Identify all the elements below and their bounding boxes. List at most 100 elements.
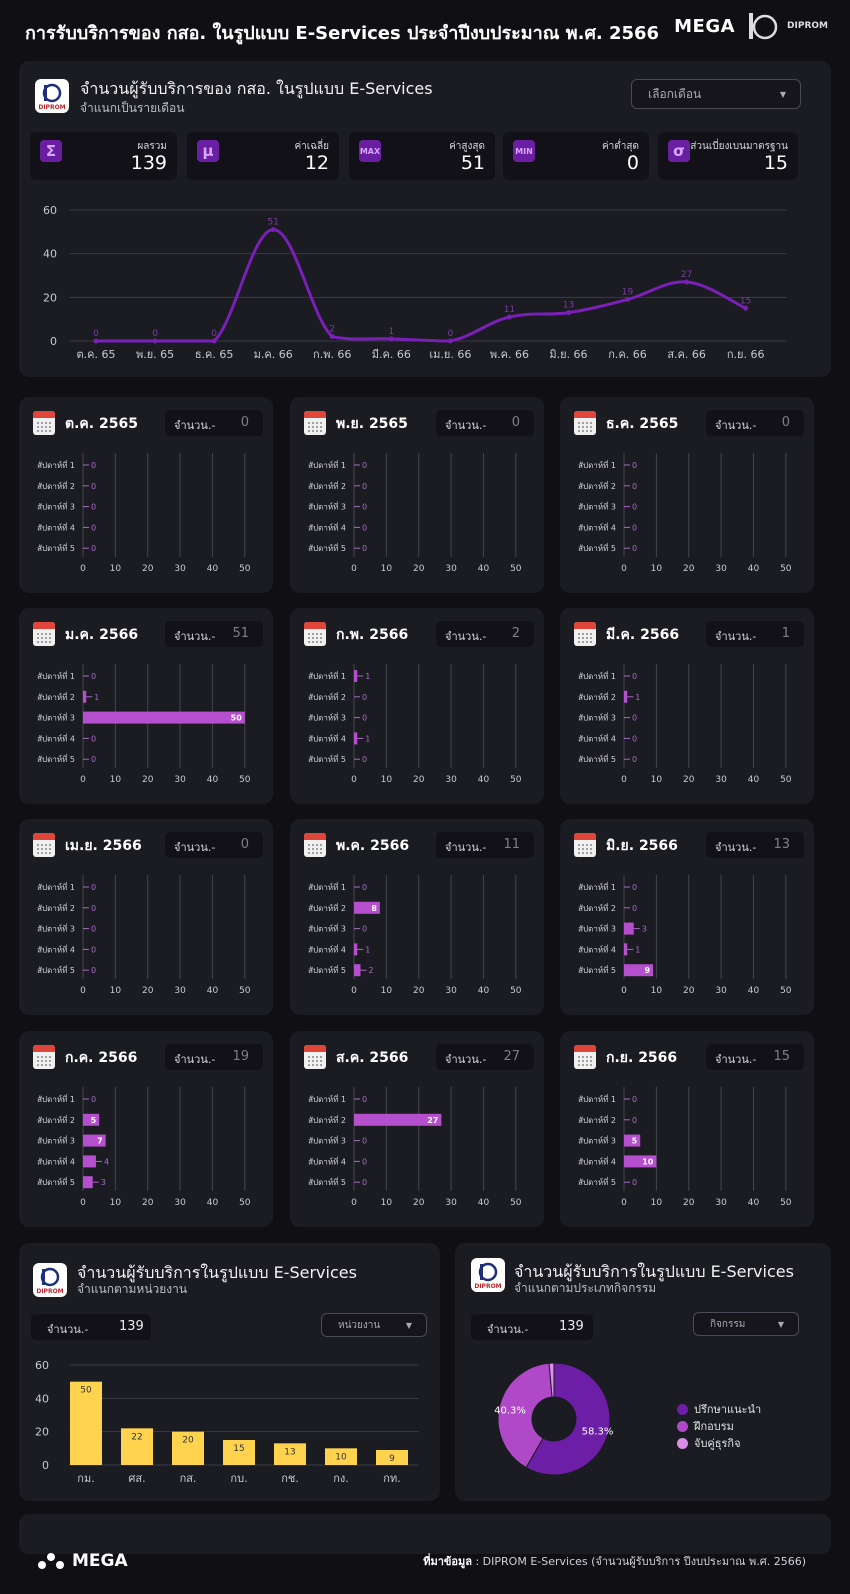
data-label: 0 [632, 883, 637, 892]
x-tick-label: ธ.ค. 65 [195, 348, 234, 361]
bar [624, 1155, 657, 1168]
month-card: ก.ย. 2566 จำนวน.- 15 0 10 20 30 40 50 สัปดาห์ที่ … [560, 1031, 814, 1227]
data-label: 0 [632, 544, 637, 553]
week-label: สัปดาห์ที่ 1 [37, 459, 75, 470]
legend-item[interactable]: ปรึกษาแนะนำ [677, 1400, 761, 1418]
month-card: มิ.ย. 2566 จำนวน.- 13 0 10 20 30 40 50 สัปดาห์ที่… [560, 819, 814, 1015]
data-label: 0 [91, 883, 96, 892]
data-label: 0 [362, 544, 367, 553]
month-card: พ.ย. 2565 จำนวน.- 0 0 10 20 30 40 50 สัปดาห์ที่ 1… [290, 397, 544, 593]
count-value: 2 [511, 626, 520, 641]
data-label: 5 [632, 1137, 638, 1146]
bar [83, 1113, 100, 1126]
count-label: จำนวน.- [715, 841, 757, 854]
calendar-icon [574, 411, 596, 435]
weekly-bar-chart: 0 10 20 30 40 50 สัปดาห์ที่ 1 0 สัปดาห์ที่ 2 27 สั… [308, 1087, 522, 1208]
count-value: 0 [240, 415, 249, 430]
mu-icon: μ [197, 140, 219, 162]
data-point [211, 338, 217, 344]
data-point [388, 336, 394, 342]
data-label: 0 [362, 1178, 367, 1187]
x-tick-label: 10 [651, 775, 663, 785]
x-tick-label: ต.ค. 65 [77, 348, 116, 361]
logo-label: DIPROM [474, 1283, 501, 1290]
x-tick-label: 10 [110, 986, 122, 996]
data-point [447, 338, 453, 344]
by-activity-title: จำนวนผู้รับบริการในรูปแบบ E-Services [514, 1262, 794, 1281]
data-point [270, 227, 276, 233]
x-tick-label: 30 [445, 986, 457, 996]
calendar-icon [304, 622, 326, 646]
x-tick-label: 0 [351, 986, 357, 996]
bar [223, 1440, 255, 1465]
data-label: 10 [642, 1157, 654, 1166]
data-label: 0 [91, 482, 96, 491]
activity-select[interactable]: กิจกรรม ▼ [693, 1312, 799, 1336]
x-tick-label: 40 [748, 564, 760, 574]
mega-logo-icon [38, 1553, 64, 1569]
source-text: : DIPROM E-Services (จำนวนผู้รับบริการ ป… [471, 1555, 806, 1568]
data-label: 0 [362, 482, 367, 491]
month-card: ส.ค. 2566 จำนวน.- 27 0 10 20 30 40 50 สัปดาห์ที่ … [290, 1031, 544, 1227]
bar [274, 1443, 306, 1465]
week-label: สัปดาห์ที่ 2 [308, 1114, 346, 1125]
legend-item[interactable]: จับคู่ธุรกิจ [677, 1434, 741, 1452]
data-label: 5 [91, 1116, 97, 1125]
data-label: 0 [632, 714, 637, 723]
week-label: สัปดาห์ที่ 3 [578, 1135, 616, 1146]
x-tick-label: 30 [445, 564, 457, 574]
by-unit-title: จำนวนผู้รับบริการในรูปแบบ E-Services [77, 1263, 357, 1282]
x-tick-label: 0 [80, 775, 86, 785]
x-tick-label: 20 [142, 564, 154, 574]
footer-logo: MEGA [36, 1551, 128, 1571]
y-tick-label: 20 [35, 1426, 49, 1439]
weekly-bar-chart: 0 10 20 30 40 50สัปดาห์ที่ 1 1สัปดาห์ที่ 2 0สัป… [308, 664, 522, 785]
x-tick-label: 40 [478, 775, 490, 785]
count-value: 1 [781, 626, 790, 641]
week-label: สัปดาห์ที่ 3 [578, 923, 616, 934]
max-icon: MAX [359, 140, 381, 162]
chevron-down-icon: ▼ [777, 1319, 784, 1329]
x-tick-label: 50 [780, 775, 792, 785]
x-tick-label: 50 [780, 986, 792, 996]
bar [624, 943, 628, 956]
week-label: สัปดาห์ที่ 5 [308, 542, 346, 553]
stat-value: 15 [763, 152, 788, 174]
count-value: 13 [773, 837, 790, 852]
calendar-icon [574, 622, 596, 646]
data-label: 15 [233, 1444, 244, 1454]
x-tick-label: 30 [715, 986, 727, 996]
y-tick-label: 0 [42, 1459, 49, 1472]
week-label: สัปดาห์ที่ 1 [37, 670, 75, 681]
stat-value: 0 [626, 152, 639, 174]
month-card: ก.ค. 2566 จำนวน.- 19 0 10 20 30 40 50 สัปดาห์ที่ … [19, 1031, 273, 1227]
legend-swatch [677, 1437, 688, 1449]
month-card: ต.ค. 2565 จำนวน.- 0 0 10 20 30 40 50 สัปดาห์ที่ 1… [19, 397, 273, 593]
data-label: 1 [94, 693, 99, 702]
month-count: จำนวน.- 15 [706, 1044, 804, 1070]
count-label: จำนวน.- [715, 630, 757, 643]
data-label: 9 [389, 1454, 395, 1464]
count-label: จำนวน.- [487, 1323, 529, 1336]
unit-select[interactable]: หน่วยงาน ▼ [321, 1313, 427, 1337]
bar [83, 1176, 93, 1189]
month-title: พ.ย. 2565 [336, 416, 408, 432]
week-label: สัปดาห์ที่ 3 [37, 712, 75, 723]
x-tick-label: 0 [80, 1198, 86, 1208]
by-unit-subtitle: จำแนกตามหน่วยงาน [77, 1282, 188, 1296]
data-point [743, 305, 749, 311]
month-select[interactable]: เลือกเดือน ▼ [631, 79, 801, 109]
week-label: สัปดาห์ที่ 1 [37, 881, 75, 892]
week-label: สัปดาห์ที่ 5 [578, 1176, 616, 1187]
data-label: 0 [91, 945, 96, 954]
x-tick-label: 50 [510, 564, 522, 574]
month-title: มี.ค. 2566 [606, 627, 680, 643]
bar [325, 1448, 357, 1465]
month-title: ส.ค. 2566 [336, 1050, 409, 1066]
x-tick-label: ม.ค. 66 [254, 348, 293, 361]
weekly-bar-chart: 0 10 20 30 40 50 สัปดาห์ที่ 1 0 สัปดาห์ที่ 2 1 สัป… [37, 664, 251, 785]
x-tick-label: 20 [413, 1198, 425, 1208]
legend-item[interactable]: ฝึกอบรม [677, 1417, 734, 1435]
x-tick-label: 0 [621, 1198, 627, 1208]
x-tick-label: 50 [239, 564, 251, 574]
